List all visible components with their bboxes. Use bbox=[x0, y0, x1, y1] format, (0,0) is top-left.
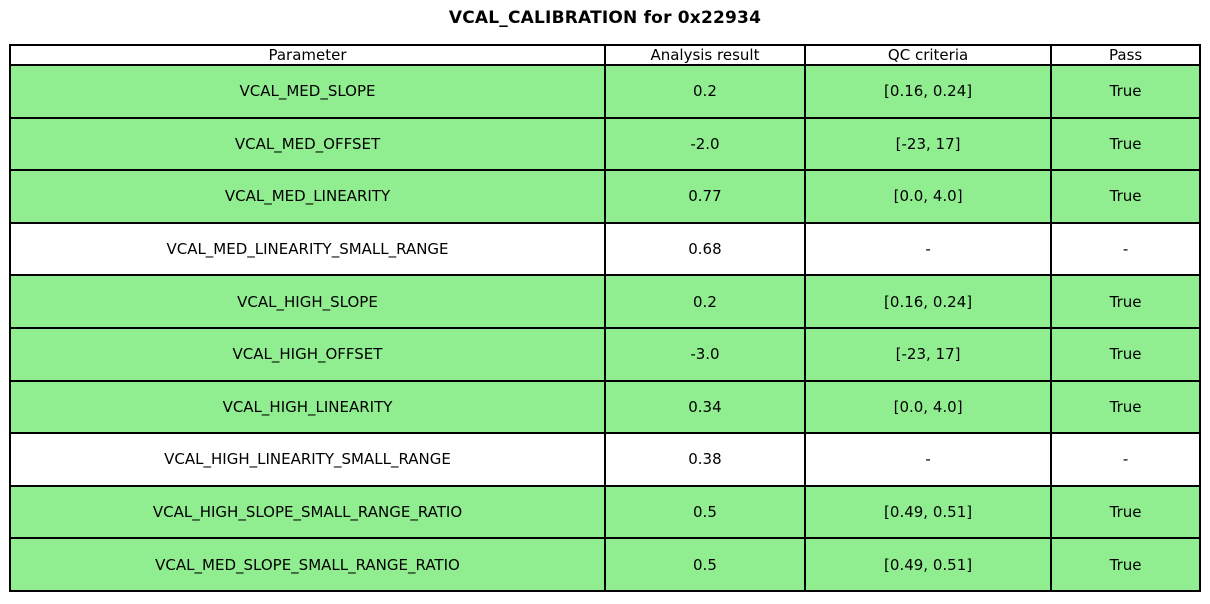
table-row: VCAL_HIGH_OFFSET -3.0 [-23, 17] True bbox=[10, 327, 1200, 381]
parameter-cell: VCAL_MED_SLOPE_SMALL_RANGE_RATIO bbox=[10, 538, 605, 591]
analysis-result-cell: -3.0 bbox=[605, 327, 805, 381]
parameter-cell: VCAL_MED_LINEARITY bbox=[10, 170, 605, 223]
qc-criteria-cell: [0.0, 4.0] bbox=[804, 380, 1052, 434]
table-row: VCAL_HIGH_LINEARITY_SMALL_RANGE 0.38 - - bbox=[10, 433, 1200, 486]
table-row: VCAL_HIGH_LINEARITY 0.34 [0.0, 4.0] True bbox=[10, 380, 1200, 434]
parameter-cell: VCAL_MED_LINEARITY_SMALL_RANGE bbox=[10, 222, 605, 276]
qc-criteria-cell: - bbox=[804, 222, 1052, 276]
parameter-cell: VCAL_MED_OFFSET bbox=[10, 117, 605, 171]
analysis-result-cell: 0.2 bbox=[605, 65, 805, 118]
chart-title: VCAL_CALIBRATION for 0x22934 bbox=[448, 8, 762, 28]
qc-criteria-cell: [-23, 17] bbox=[804, 117, 1052, 171]
qc-criteria-cell: [-23, 17] bbox=[804, 327, 1052, 381]
pass-cell: True bbox=[1051, 485, 1200, 539]
parameter-cell: VCAL_HIGH_SLOPE_SMALL_RANGE_RATIO bbox=[10, 485, 605, 539]
qc-results-table: Parameter Analysis result QC criteria Pa… bbox=[9, 44, 1201, 592]
analysis-result-cell: 0.5 bbox=[605, 538, 805, 591]
qc-criteria-cell: [0.0, 4.0] bbox=[804, 170, 1052, 223]
qc-calibration-figure: VCAL_CALIBRATION for 0x22934 Parameter A… bbox=[0, 6, 1210, 604]
parameter-cell: VCAL_HIGH_OFFSET bbox=[10, 327, 605, 381]
table-row: VCAL_MED_OFFSET -2.0 [-23, 17] True bbox=[10, 117, 1200, 171]
parameter-cell: VCAL_HIGH_LINEARITY bbox=[10, 380, 605, 434]
parameter-cell: VCAL_HIGH_SLOPE bbox=[10, 275, 605, 328]
parameter-cell: VCAL_HIGH_LINEARITY_SMALL_RANGE bbox=[10, 433, 605, 486]
table-row: VCAL_MED_LINEARITY 0.77 [0.0, 4.0] True bbox=[10, 170, 1200, 223]
header-row: Parameter Analysis result QC criteria Pa… bbox=[10, 45, 1200, 65]
analysis-result-cell: 0.68 bbox=[605, 222, 805, 276]
qc-criteria-cell: [0.49, 0.51] bbox=[804, 538, 1052, 591]
pass-cell: True bbox=[1051, 380, 1200, 434]
analysis-result-cell: -2.0 bbox=[605, 117, 805, 171]
qc-criteria-cell: [0.49, 0.51] bbox=[804, 485, 1052, 539]
table-row: VCAL_MED_SLOPE 0.2 [0.16, 0.24] True bbox=[10, 65, 1200, 118]
pass-cell: - bbox=[1051, 222, 1200, 276]
column-header-parameter: Parameter bbox=[10, 45, 605, 65]
qc-criteria-cell: - bbox=[804, 433, 1052, 486]
qc-criteria-cell: [0.16, 0.24] bbox=[804, 65, 1052, 118]
pass-cell: True bbox=[1051, 65, 1200, 118]
pass-cell: True bbox=[1051, 327, 1200, 381]
table-row: VCAL_HIGH_SLOPE 0.2 [0.16, 0.24] True bbox=[10, 275, 1200, 328]
analysis-result-cell: 0.38 bbox=[605, 433, 805, 486]
analysis-result-cell: 0.2 bbox=[605, 275, 805, 328]
table-row: VCAL_HIGH_SLOPE_SMALL_RANGE_RATIO 0.5 [0… bbox=[10, 485, 1200, 539]
table-row: VCAL_MED_LINEARITY_SMALL_RANGE 0.68 - - bbox=[10, 222, 1200, 276]
analysis-result-cell: 0.34 bbox=[605, 380, 805, 434]
analysis-result-cell: 0.5 bbox=[605, 485, 805, 539]
pass-cell: True bbox=[1051, 117, 1200, 171]
parameter-cell: VCAL_MED_SLOPE bbox=[10, 65, 605, 118]
pass-cell: - bbox=[1051, 433, 1200, 486]
table-row: VCAL_MED_SLOPE_SMALL_RANGE_RATIO 0.5 [0.… bbox=[10, 538, 1200, 591]
column-header-pass: Pass bbox=[1051, 45, 1200, 65]
column-header-analysis-result: Analysis result bbox=[605, 45, 805, 65]
analysis-result-cell: 0.77 bbox=[605, 170, 805, 223]
pass-cell: True bbox=[1051, 170, 1200, 223]
pass-cell: True bbox=[1051, 538, 1200, 591]
column-header-qc-criteria: QC criteria bbox=[804, 45, 1052, 65]
qc-criteria-cell: [0.16, 0.24] bbox=[804, 275, 1052, 328]
pass-cell: True bbox=[1051, 275, 1200, 328]
